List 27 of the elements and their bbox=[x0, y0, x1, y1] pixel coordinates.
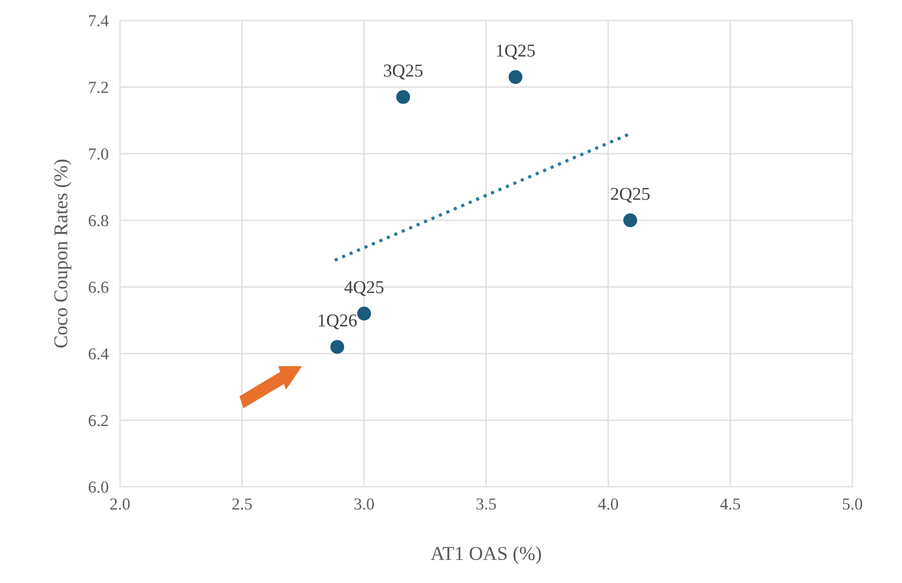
y-tick-label: 6.4 bbox=[88, 348, 109, 360]
y-tick-label: 6.6 bbox=[88, 282, 108, 293]
x-axis-title: AT1 OAS (%) bbox=[430, 546, 541, 564]
annotation: 1Q25 bbox=[497, 44, 535, 60]
y-tick-label: 7.0 bbox=[89, 148, 108, 160]
y-tick-label: 7.2 bbox=[89, 82, 108, 94]
x-tick-label: 3.0 bbox=[354, 498, 374, 510]
x-tick-label: 3.5 bbox=[476, 498, 496, 510]
point bbox=[508, 70, 522, 84]
y-tick-label: 7.4 bbox=[89, 15, 109, 26]
x-tick-label: 2.0 bbox=[110, 498, 130, 510]
y-tick-label: 6.8 bbox=[88, 214, 108, 226]
x-tick-label: 4.0 bbox=[598, 498, 618, 510]
y-tick-label: 6.2 bbox=[88, 414, 108, 426]
annotation: 2Q25 bbox=[610, 188, 650, 203]
point bbox=[357, 306, 372, 320]
point bbox=[623, 213, 638, 228]
point bbox=[396, 90, 410, 104]
y-axis-title: Coco Coupon Rates (%) bbox=[54, 160, 72, 348]
annotation: 3Q25 bbox=[384, 64, 423, 80]
x-tick-label: 4.5 bbox=[720, 498, 740, 510]
annotation: 4Q25 bbox=[344, 281, 384, 296]
x-tick-label: 5.0 bbox=[842, 498, 862, 510]
annotation: 1Q26 bbox=[318, 314, 357, 330]
x-tick-label: 2.5 bbox=[232, 498, 252, 510]
point bbox=[330, 340, 344, 354]
y-tick-label: 6.0 bbox=[88, 482, 108, 493]
